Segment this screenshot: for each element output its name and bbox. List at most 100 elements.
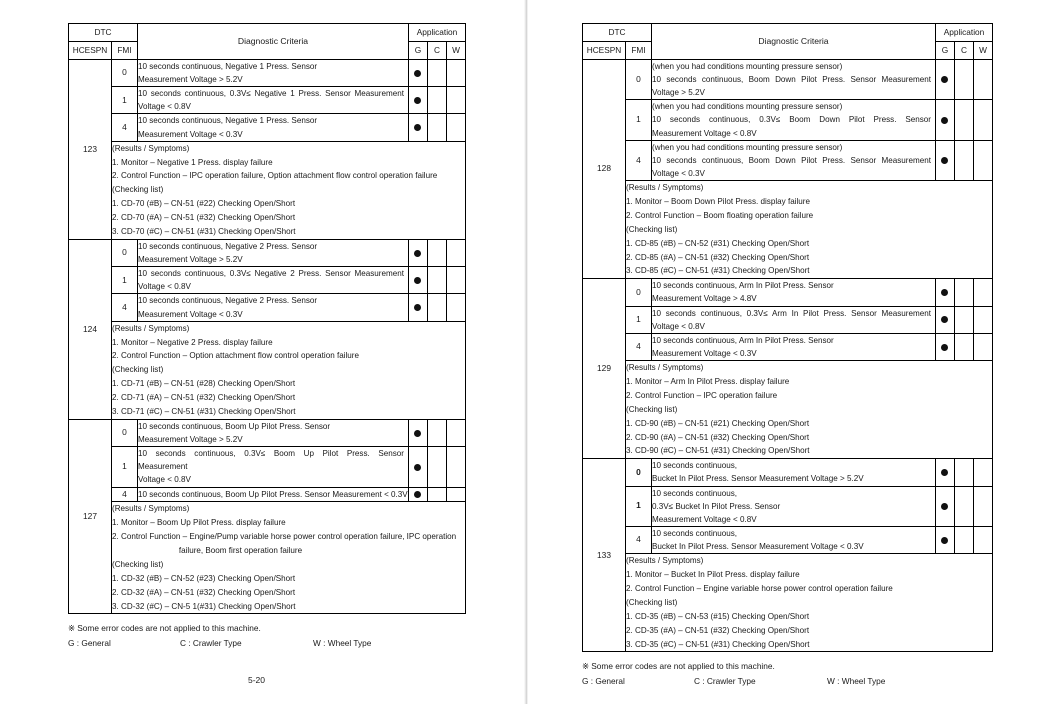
table-header-row-top: DTC Diagnostic Criteria Application	[582, 23, 994, 60]
legend-crawler: C : Crawler Type	[694, 675, 756, 686]
legend-left: G : General C : Crawler Type W : Wheel T…	[68, 638, 525, 648]
table-head-left: DTC Diagnostic Criteria Application HCESPN F…	[68, 23, 467, 60]
application-c-cell	[953, 485, 974, 527]
application-w-cell	[445, 113, 467, 142]
detail-line: (Checking list)	[112, 365, 164, 375]
criteria-line: Voltage < 0.8V	[138, 475, 191, 485]
table-row: 123 0 10 seconds continuous, Negative 1 Pr…	[68, 58, 467, 240]
table-head-right: DTC Diagnostic Criteria Application HCESPN F…	[582, 23, 994, 60]
application-c-cell	[953, 139, 974, 181]
detail-line: 2. CD-90 (#A) – CN-51 (#32) Checking Ope…	[626, 432, 810, 442]
legend-right: G : General C : Crawler Type W : Wheel T…	[582, 676, 1059, 686]
table-row: 4 (when you had conditions mounting press…	[583, 139, 994, 181]
criteria-line: 0.3V≤ Bucket In Pilot Press. Sensor	[652, 501, 781, 511]
header-fmi: FMI	[111, 41, 138, 60]
diagnostic-criteria-cell: 10 seconds continuous, Boom Up Pilot Pre…	[137, 486, 409, 503]
detail-line: 1. CD-71 (#B) – CN-51 (#28) Checking Ope…	[112, 379, 296, 389]
diagnostic-criteria-cell: 10 seconds continuous, Bucket In Pilot Pr…	[651, 458, 936, 487]
application-c-cell	[953, 278, 974, 307]
detail-row: (Results / Symptoms) 1. Monitor – Bucket …	[583, 553, 993, 653]
diagnostic-criteria-cell: 10 seconds continuous, Arm In Pilot Pres…	[651, 278, 936, 307]
application-g-cell	[934, 58, 955, 101]
header-application: Application	[407, 23, 467, 42]
application-c-cell	[953, 525, 974, 555]
fmi-cell: 0	[625, 458, 652, 487]
detail-line: 1. CD-85 (#B) – CN-52 (#31) Checking Ope…	[626, 238, 810, 248]
dtc-code-cell: 128	[582, 58, 626, 280]
application-dot-icon	[941, 343, 949, 351]
criteria-line: Voltage < 0.3V	[652, 168, 705, 178]
detail-line: 3. CD-85 (#C) – CN-51 (#31) Checking Ope…	[626, 266, 810, 276]
results-and-checking-list: (Results / Symptoms) 1. Monitor – Arm In …	[625, 359, 993, 460]
table-row: 127 0 10 seconds continuous, Boom Up Pilot…	[68, 418, 467, 615]
criteria-line: 10 seconds continuous,	[652, 528, 738, 538]
detail-line: (Checking list)	[112, 559, 164, 569]
application-c-cell	[953, 305, 974, 334]
detail-row: (Results / Symptoms) 1. Monitor – Arm In …	[583, 359, 993, 460]
detail-line: 3. CD-70 (#C) – CN-51 (#31) Checking Ope…	[112, 227, 296, 237]
criteria-line: Voltage < 0.8V	[138, 282, 191, 292]
criteria-line: Measurement Voltage < 0.3V	[652, 348, 757, 358]
fmi-cell: 1	[111, 266, 138, 295]
detail-row: (Results / Symptoms) 1. Monitor – Boom Up…	[69, 501, 466, 615]
application-g-cell	[934, 305, 955, 334]
header-application-g: G	[934, 41, 955, 60]
detail-line: 2. Control Function – Engine/Pump variab…	[112, 531, 457, 541]
diagnostic-criteria-cell: 10 seconds continuous, Bucket In Pilot Pr…	[651, 525, 936, 555]
application-w-cell	[972, 58, 994, 101]
detail-line: (Results / Symptoms)	[112, 504, 190, 514]
criteria-line: 10 seconds continuous, Boom Up Pilot Pre…	[138, 489, 408, 499]
application-dot-icon	[414, 69, 422, 77]
application-c-cell	[426, 266, 447, 295]
application-g-cell	[934, 525, 955, 555]
application-g-cell	[407, 113, 428, 142]
application-dot-icon	[414, 249, 422, 257]
fmi-cell: 4	[111, 113, 138, 142]
diagnostic-criteria-cell: 10 seconds continuous, 0.3V≤ Bucket In Pi…	[651, 485, 936, 527]
application-g-cell	[407, 86, 428, 115]
table-row: 4 10 seconds continuous, Arm In Pilot Pre…	[583, 332, 994, 361]
application-w-cell	[445, 486, 467, 503]
fmi-cell: 1	[625, 305, 652, 334]
application-dot-icon	[414, 304, 422, 312]
criteria-line: 10 seconds continuous, Negative 2 Press.…	[138, 242, 318, 251]
application-dot-icon	[414, 277, 422, 285]
page-right: DTC Diagnostic Criteria Application HCESPN F…	[525, 0, 1059, 704]
criteria-line: 10 seconds continuous, Boom Up Pilot Pre…	[138, 422, 331, 431]
application-c-cell	[426, 446, 447, 488]
criteria-line: Bucket In Pilot Press. Sensor Measuremen…	[652, 541, 864, 551]
application-g-cell	[934, 485, 955, 527]
table-row: 129 0 10 seconds continuous, Arm In Pilot …	[582, 278, 994, 460]
header-hcespn: HCESPN	[582, 41, 626, 60]
dtc-table-right: DTC Diagnostic Criteria Application HCESPN F…	[582, 23, 994, 653]
criteria-line: 10 seconds continuous, 0.3V≤ Negative 1 …	[138, 89, 404, 99]
header-application-w: W	[972, 41, 994, 60]
application-g-cell	[407, 293, 428, 322]
header-fmi: FMI	[625, 41, 652, 60]
footnote-left: ※ Some error codes are not applied to th…	[68, 623, 261, 634]
criteria-line: Voltage > 5.2V	[652, 88, 705, 98]
application-w-cell	[445, 266, 467, 295]
detail-line: (Checking list)	[112, 185, 164, 195]
detail-line: (Checking list)	[626, 224, 678, 234]
fmi-cell: 1	[625, 99, 652, 141]
diagnostic-criteria-cell: 10 seconds continuous, 0.3V≤ Arm In Pilo…	[651, 305, 936, 334]
dtc-code-cell: 129	[582, 278, 626, 460]
criteria-line: Bucket In Pilot Press. Sensor Measuremen…	[652, 474, 864, 484]
detail-line: 3. CD-32 (#C) – CN-5 1(#31) Checking Ope…	[112, 601, 296, 611]
application-w-cell	[445, 446, 467, 488]
application-w-cell	[445, 58, 467, 88]
application-g-cell	[407, 238, 428, 268]
application-w-cell	[972, 485, 994, 527]
detail-line: (Checking list)	[626, 597, 678, 607]
criteria-line: Measurement Voltage > 5.2V	[138, 435, 243, 445]
application-g-cell	[934, 139, 955, 181]
application-w-cell	[972, 278, 994, 307]
application-c-cell	[953, 458, 974, 487]
header-hcespn: HCESPN	[68, 41, 112, 60]
fmi-cell: 0	[625, 278, 652, 307]
table-body-right: 128 0 (when you had conditions mounting pr…	[582, 58, 994, 653]
application-w-cell	[972, 305, 994, 334]
detail-line: 3. CD-90 (#C) – CN-51 (#31) Checking Ope…	[626, 446, 810, 456]
detail-line: 2. Control Function – Engine variable ho…	[626, 583, 893, 593]
